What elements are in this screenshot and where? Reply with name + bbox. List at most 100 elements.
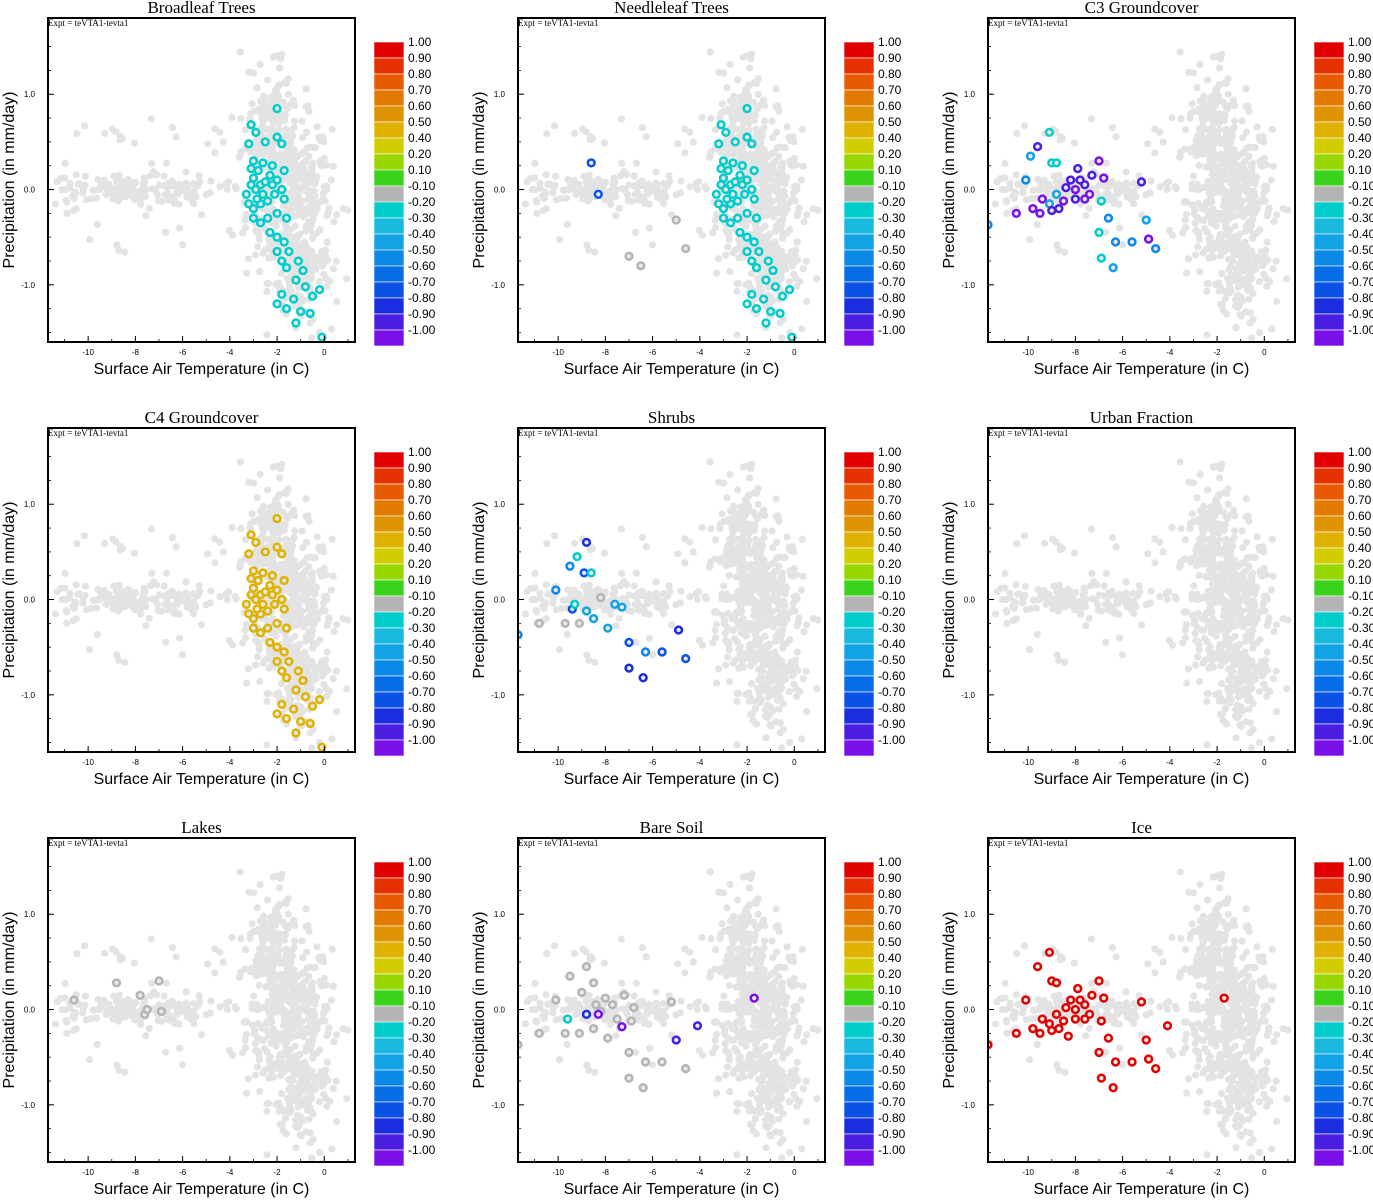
background-point [738, 143, 747, 152]
background-point [724, 638, 732, 646]
colorbar-label: 0.10 [408, 163, 432, 177]
background-point [161, 190, 169, 199]
background-point [739, 650, 748, 658]
background-point [772, 85, 780, 93]
colorbar-label: -0.90 [878, 307, 906, 321]
background-point [1215, 64, 1224, 72]
plot-frame [987, 17, 1296, 343]
background-point [677, 587, 685, 595]
background-point [724, 228, 732, 236]
highlight-point [617, 602, 627, 612]
background-point [762, 734, 770, 742]
background-point [1189, 69, 1198, 77]
background-point [127, 596, 136, 605]
background-point [705, 563, 714, 571]
background-point [151, 186, 160, 195]
background-point [652, 578, 660, 586]
background-point [711, 536, 720, 544]
background-point [772, 227, 780, 235]
background-point [225, 588, 233, 596]
highlight-point [279, 575, 289, 586]
background-point [799, 675, 807, 683]
background-point [1033, 220, 1041, 229]
y-tick-label: 0.0 [964, 186, 976, 195]
x-tick-label: -6 [649, 758, 657, 767]
colorbar-label: 0.50 [878, 115, 902, 129]
background-point [767, 703, 775, 711]
background-point [579, 125, 587, 133]
background-point [615, 614, 623, 623]
background-point [721, 251, 730, 259]
background-point [1244, 286, 1252, 295]
colorbar-label: -0.50 [408, 653, 436, 667]
colorbar-swatch [1313, 281, 1345, 299]
highlight-point [270, 189, 280, 199]
background-point [631, 190, 639, 199]
background-point [321, 662, 330, 671]
colorbar-label: 0.40 [878, 131, 902, 145]
background-point [112, 588, 121, 596]
background-point [718, 510, 726, 518]
background-point [550, 532, 559, 540]
expt-label: Expt = teVTA1-tevta1 [48, 428, 128, 438]
background-point [802, 257, 810, 265]
background-point [278, 460, 286, 468]
highlight-point [272, 246, 282, 257]
background-point [63, 209, 71, 217]
y-axis-label: Precipitation (in mm/day) [471, 92, 488, 269]
background-point [311, 588, 319, 596]
background-point [707, 114, 715, 123]
background-point [1203, 287, 1211, 295]
highlight-point [251, 127, 261, 138]
highlight-point [636, 261, 646, 271]
background-point [1208, 133, 1217, 141]
colorbar-swatch [373, 169, 405, 187]
background-point [510, 609, 517, 616]
background-point [785, 738, 794, 747]
background-point [612, 622, 620, 630]
background-point [760, 123, 768, 132]
colorbar-label: -0.60 [408, 259, 436, 273]
colorbar-swatch [1313, 233, 1345, 251]
colorbar-swatch [373, 57, 405, 75]
background-point [202, 191, 210, 199]
highlight-point [246, 530, 256, 540]
background-point [667, 621, 676, 629]
background-point [726, 678, 734, 686]
colorbar-swatch [843, 281, 875, 299]
background-point [197, 621, 206, 629]
background-point [693, 595, 701, 604]
background-point [705, 153, 714, 161]
background-point [1215, 81, 1224, 89]
background-point [298, 575, 306, 584]
background-point [242, 634, 250, 642]
background-point [1249, 187, 1257, 195]
highlight-point [265, 580, 275, 590]
background-point [784, 253, 793, 261]
background-point [706, 48, 714, 56]
background-point [580, 582, 588, 590]
background-point [1056, 133, 1065, 141]
background-point [793, 648, 801, 656]
background-point [657, 195, 665, 203]
colorbar-swatch [1313, 185, 1345, 203]
colorbar-label: 0.90 [878, 51, 902, 65]
highlight-point [251, 537, 261, 548]
background-point [767, 672, 775, 680]
background-point [1201, 224, 1209, 233]
background-point [600, 549, 609, 557]
background-point [742, 222, 750, 230]
background-point [1239, 160, 1247, 168]
background-point [922, 184, 929, 191]
background-point [1037, 179, 1045, 187]
background-point [259, 528, 267, 537]
background-point [734, 486, 742, 494]
background-point [734, 76, 742, 84]
background-point [265, 235, 273, 244]
x-tick-label: -2 [274, 348, 282, 357]
background-point [300, 558, 308, 566]
highlight-point [784, 284, 795, 295]
background-point [147, 115, 155, 123]
colorbar-swatch [373, 329, 405, 347]
colorbar: 1.000.900.800.700.600.500.400.200.10-0.1… [1313, 35, 1373, 347]
